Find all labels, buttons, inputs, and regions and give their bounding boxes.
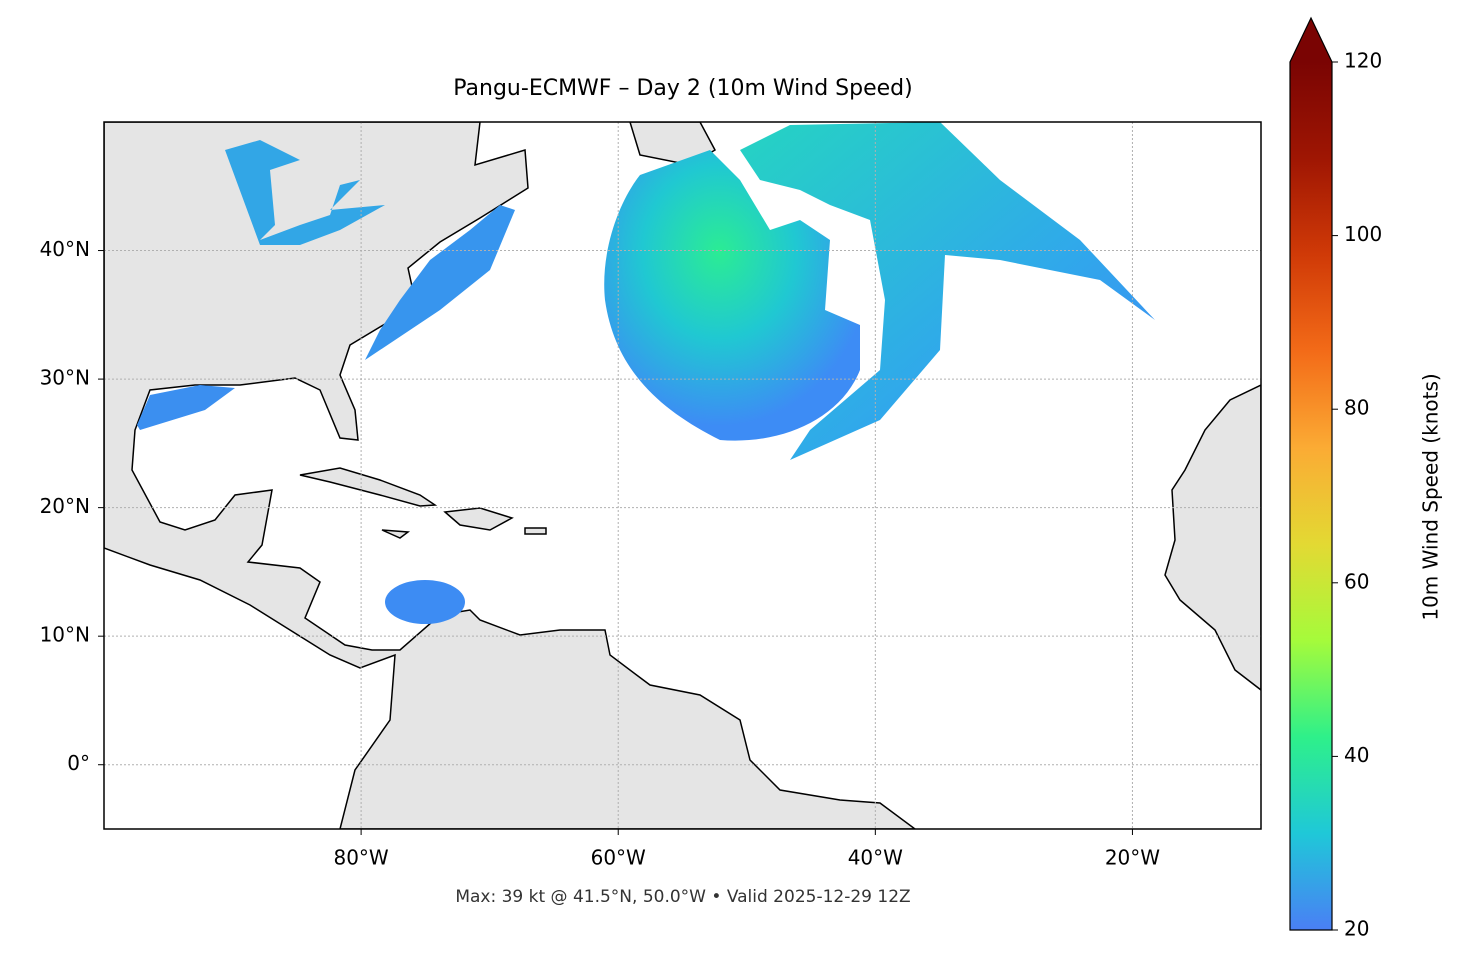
- map-frame: [103, 121, 1262, 830]
- colorbar-tick-label: 100: [1344, 222, 1382, 246]
- colorbar-label: 10m Wind Speed (knots): [1419, 373, 1443, 620]
- graticule: [104, 122, 1261, 829]
- footnote: Max: 39 kt @ 41.5°N, 50.0°W • Valid 2025…: [455, 887, 910, 907]
- colorbar-tick-label: 20: [1344, 917, 1369, 941]
- americas: [104, 122, 917, 829]
- colorbar-tick-label: 40: [1344, 743, 1369, 767]
- x-tick-label: 60°W: [591, 846, 646, 870]
- chart-title: Pangu-ECMWF – Day 2 (10m Wind Speed): [453, 76, 912, 101]
- map: [104, 122, 1261, 829]
- y-tick-label: 20°N: [40, 494, 90, 518]
- colorbar-outline: [1289, 16, 1333, 931]
- x-tick-label: 80°W: [333, 846, 388, 870]
- colorbar: 20 40 60 80 100 120: [1289, 16, 1382, 941]
- puerto-rico: [524, 527, 547, 535]
- wind-field: [385, 580, 465, 624]
- y-tick-label: 0°: [67, 751, 90, 775]
- x-tick-label: 20°W: [1105, 846, 1160, 870]
- wind-field: [740, 122, 1155, 460]
- wind-field: [137, 385, 235, 430]
- colorbar-tick-label: 120: [1344, 49, 1382, 73]
- colorbar-tick-label: 60: [1344, 569, 1369, 593]
- cuba: [299, 467, 438, 507]
- colorbar-fill: [1290, 62, 1332, 930]
- colorbar-extension: [1290, 18, 1332, 62]
- africa: [1164, 384, 1261, 691]
- hispaniola: [443, 507, 514, 531]
- y-tick-label: 10°N: [40, 623, 90, 647]
- x-tick-label: 40°W: [848, 846, 903, 870]
- y-tick-label: 30°N: [40, 366, 90, 390]
- wind-field: [604, 150, 860, 441]
- colorbar-tick-label: 80: [1344, 396, 1369, 420]
- y-tick-label: 40°N: [40, 237, 90, 261]
- jamaica: [381, 529, 411, 539]
- wind-field: [225, 140, 385, 245]
- wind-field: [365, 205, 515, 360]
